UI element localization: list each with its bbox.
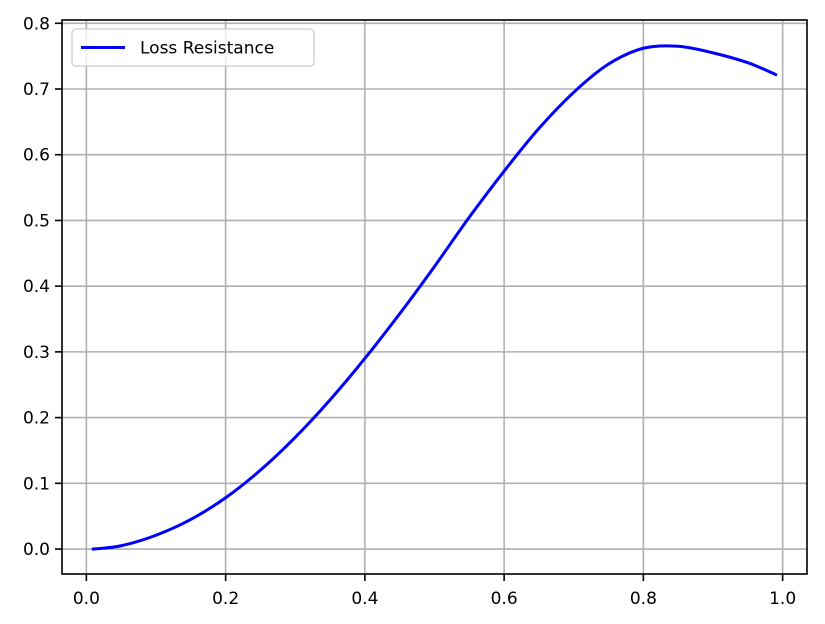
- legend: Loss Resistance: [71, 28, 315, 67]
- y-tick-label: 0.2: [23, 409, 50, 429]
- x-tick-label: 1.0: [769, 589, 796, 609]
- y-tick-label: 0.6: [23, 146, 50, 166]
- x-tick-label: 0.4: [351, 589, 378, 609]
- y-tick-label: 0.0: [23, 540, 50, 560]
- y-tick-label: 0.7: [23, 80, 50, 100]
- x-tick-label: 0.0: [73, 589, 100, 609]
- y-tick-label: 0.5: [23, 211, 50, 231]
- x-tick-label: 0.2: [212, 589, 239, 609]
- y-tick-label: 0.8: [23, 14, 50, 34]
- x-tick-label: 0.8: [630, 589, 657, 609]
- series-line: [91, 44, 778, 551]
- series-layer: [91, 44, 778, 551]
- legend-box: [71, 28, 315, 67]
- x-tick-label: 0.6: [491, 589, 518, 609]
- plot-frame: [61, 19, 808, 575]
- y-tick-label: 0.4: [23, 277, 50, 297]
- y-tick-label: 0.1: [23, 474, 50, 494]
- axes: 0.0 0.2 0.4 0.6 0.8 1.0 0.0 0.1 0.2 0.3 0.4 0.5 0.6 0…: [23, 14, 808, 609]
- grid: [62, 20, 807, 574]
- y-tick-label: 0.3: [23, 343, 50, 363]
- legend-label: Loss Resistance: [140, 39, 274, 59]
